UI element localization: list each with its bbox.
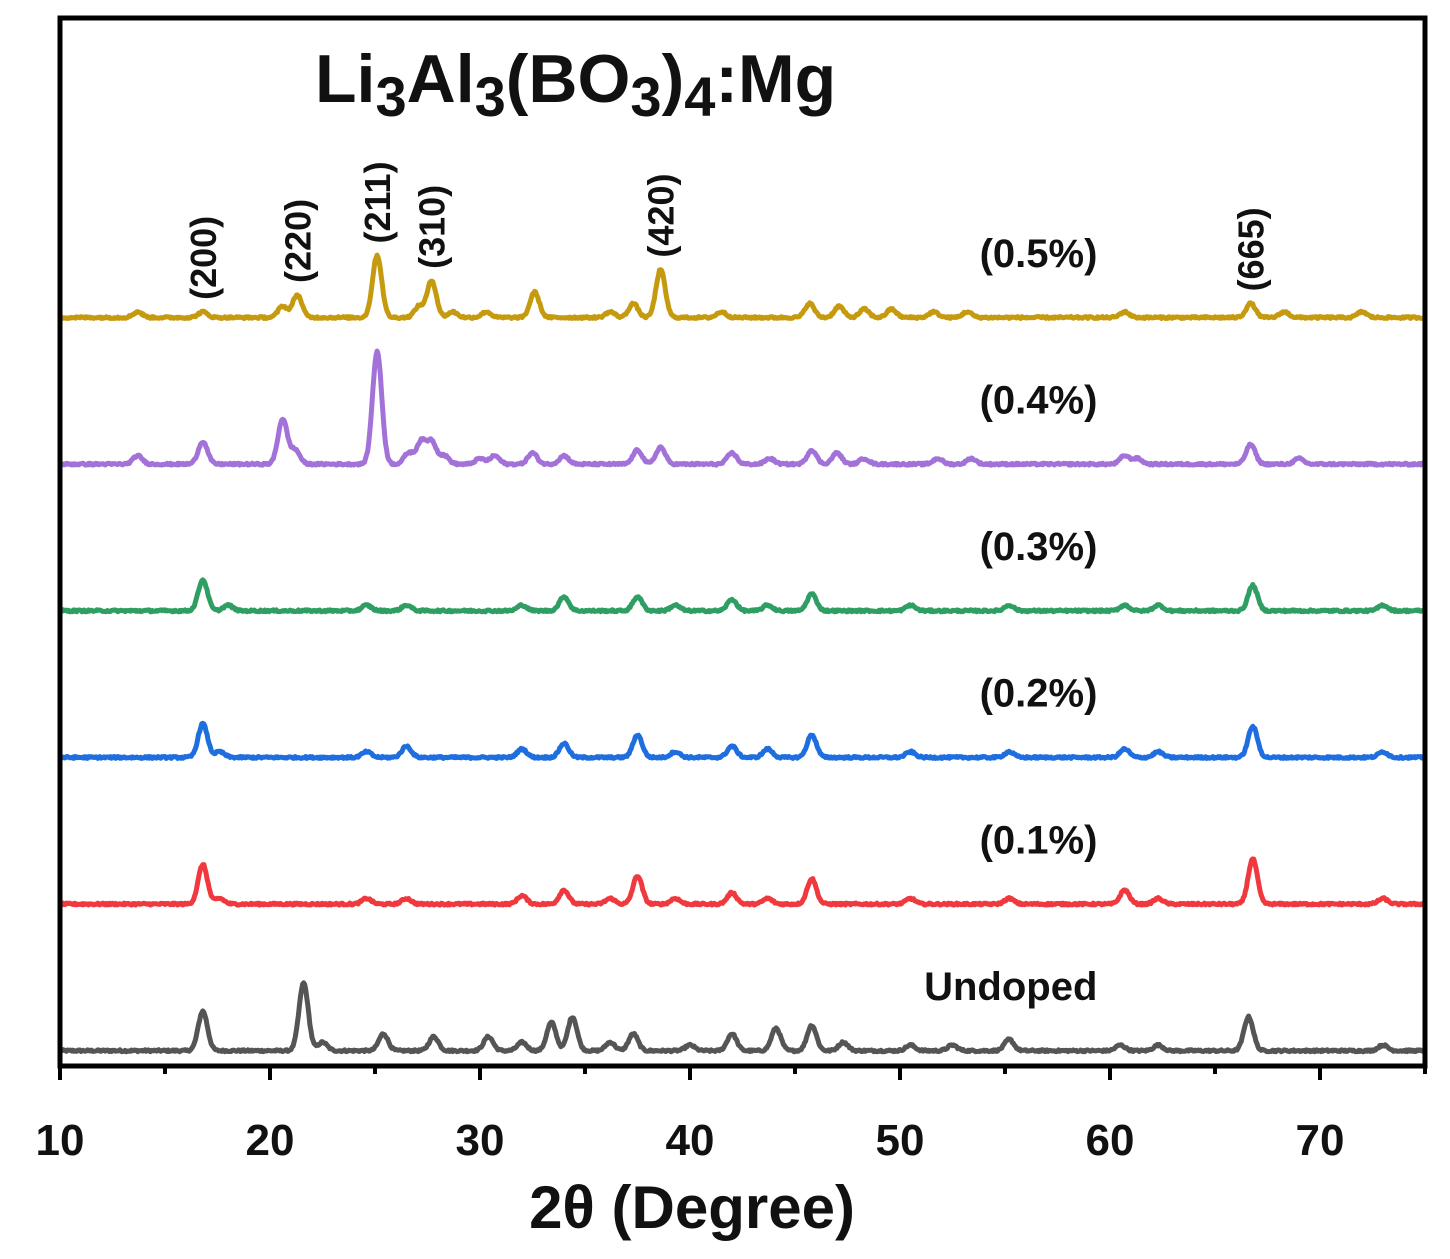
series-label-3: (0.3%) — [980, 525, 1098, 569]
x-tick-label-1: 20 — [246, 1116, 295, 1165]
x-tick-label-0: 10 — [36, 1116, 85, 1165]
series-line-1 — [58, 856, 1427, 908]
peak-label-1: (220) — [277, 199, 318, 283]
plot-frame — [57, 15, 1428, 1069]
title-part-i: :Mg — [715, 41, 836, 117]
title-part-e: (BO — [506, 41, 631, 117]
series-line-0 — [58, 980, 1428, 1055]
x-tick-label-2: 30 — [456, 1116, 505, 1165]
series-label-5: (0.5%) — [980, 232, 1098, 276]
x-axis-title: 2θ (Degree) — [529, 1174, 855, 1241]
title-part-a: Li — [315, 41, 375, 117]
series-label-2: (0.2%) — [980, 672, 1098, 716]
title-part-f: 3 — [630, 65, 661, 128]
x-tick-label-5: 60 — [1086, 1116, 1135, 1165]
title-part-h: 4 — [684, 65, 715, 128]
series-group — [58, 252, 1428, 1055]
peak-labels: (200) (220) (211) (310) (420) (665) — [183, 161, 1272, 299]
series-label-4: (0.4%) — [980, 378, 1098, 422]
title-part-g: ) — [662, 41, 685, 117]
x-axis: 10 20 30 40 50 60 70 — [36, 1066, 1427, 1165]
series-line-4 — [58, 348, 1427, 468]
series-line-2 — [58, 720, 1427, 761]
peak-label-3: (310) — [412, 185, 453, 269]
x-tick-label-4: 50 — [876, 1116, 925, 1165]
title-part-b: 3 — [375, 65, 406, 128]
series-label-1: (0.1%) — [980, 818, 1098, 862]
title-part-d: 3 — [475, 65, 506, 128]
series-line-3 — [58, 577, 1427, 615]
peak-label-5: (665) — [1231, 207, 1272, 291]
series-label-0: Undoped — [924, 965, 1097, 1009]
x-tick-label-3: 40 — [666, 1116, 715, 1165]
peak-label-2: (211) — [357, 161, 398, 243]
chart-title: Li3Al3(BO3)4:Mg — [315, 41, 836, 128]
x-tick-label-6: 70 — [1296, 1116, 1345, 1165]
title-part-c: Al — [407, 41, 475, 117]
series-line-5 — [58, 252, 1427, 321]
peak-label-0: (200) — [183, 216, 224, 300]
peak-label-4: (420) — [641, 174, 682, 258]
series-labels: Undoped (0.1%) (0.2%) (0.3%) (0.4%) (0.5%) — [924, 232, 1097, 1009]
